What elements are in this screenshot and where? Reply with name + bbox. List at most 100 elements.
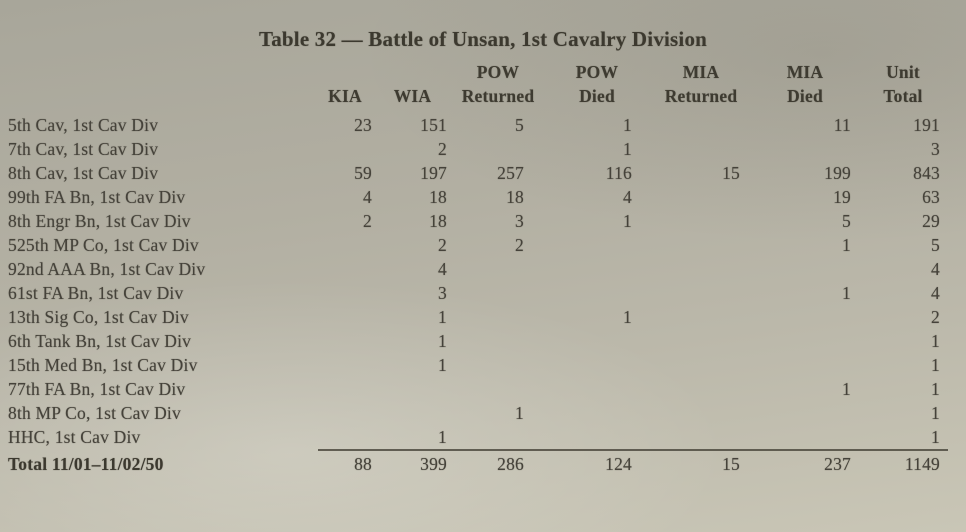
row-label: 8th MP Co, 1st Cav Div (8, 402, 181, 423)
cell-value: 1 (931, 330, 940, 351)
table-row: 15th Med Bn, 1st Cav Div 1 1 (8, 353, 948, 377)
total-cell-value: 1149 (858, 449, 948, 477)
cell-value (318, 257, 378, 281)
cell-value: 2 (438, 138, 447, 159)
cell-value (650, 113, 752, 137)
cell-value: 11 (833, 114, 851, 135)
table-row: 92nd AAA Bn, 1st Cav Div 4 4 (8, 257, 948, 281)
cell-value: 1 (842, 378, 851, 399)
cell-value: 4 (623, 186, 632, 207)
cell-value (544, 329, 650, 353)
cell-value: 843 (913, 162, 940, 183)
cell-value: 116 (605, 162, 632, 183)
cell-value: 23 (354, 114, 372, 135)
cell-value (650, 137, 752, 161)
column-header-pow-returned: POW Returned (461, 62, 535, 106)
cell-value: 1 (931, 402, 940, 423)
cell-value: 18 (429, 186, 447, 207)
table-row: 61st FA Bn, 1st Cav Div 3 1 4 (8, 281, 948, 305)
cell-value (544, 233, 650, 257)
cell-value: 15 (722, 162, 740, 183)
row-label: 8th Cav, 1st Cav Div (8, 162, 159, 183)
cell-value (544, 401, 650, 425)
cell-value: 5 (931, 234, 940, 255)
page-title: Table 32 — Battle of Unsan, 1st Cavalry … (258, 27, 708, 51)
cell-value (452, 425, 544, 450)
cell-value (318, 233, 378, 257)
cell-value (650, 185, 752, 209)
cell-value (752, 257, 858, 281)
table-row: 8th Engr Bn, 1st Cav Div 2 18 3 1 5 29 (8, 209, 948, 233)
cell-value (752, 353, 858, 377)
cell-value: 18 (429, 210, 447, 231)
table-row: 99th FA Bn, 1st Cav Div 4 18 18 4 19 63 (8, 185, 948, 209)
total-cell-value: 88 (318, 449, 378, 477)
total-row-label: Total 11/01–11/02/50 (8, 453, 164, 474)
cell-value: 19 (833, 186, 851, 207)
table-row: 8th Cav, 1st Cav Div 59 197 257 116 15 1… (8, 161, 948, 185)
cell-value: 1 (623, 138, 632, 159)
cell-value: 4 (363, 186, 372, 207)
table-row: 77th FA Bn, 1st Cav Div 1 1 (8, 377, 948, 401)
row-label: 525th MP Co, 1st Cav Div (8, 234, 199, 255)
total-cell-value: 15 (650, 449, 752, 477)
row-label: 7th Cav, 1st Cav Div (8, 138, 159, 159)
table-row: 525th MP Co, 1st Cav Div 2 2 1 5 (8, 233, 948, 257)
cell-value (318, 353, 378, 377)
row-label: 77th FA Bn, 1st Cav Div (8, 378, 186, 399)
cell-value (650, 329, 752, 353)
cell-value (318, 137, 378, 161)
table-row: 5th Cav, 1st Cav Div 23 151 5 1 11 191 (8, 113, 948, 137)
cell-value: 1 (931, 426, 940, 447)
cell-value: 2 (363, 210, 372, 231)
column-header-wia: WIA (393, 85, 432, 106)
table-row: 13th Sig Co, 1st Cav Div 1 1 2 (8, 305, 948, 329)
cell-value: 1 (438, 306, 447, 327)
total-cell-value: 124 (544, 449, 650, 477)
cell-value (544, 353, 650, 377)
table-row: 8th MP Co, 1st Cav Div 1 1 (8, 401, 948, 425)
column-header-mia-died: MIA Died (786, 62, 824, 106)
cell-value (650, 353, 752, 377)
cell-value (752, 425, 858, 450)
cell-value: 1 (438, 426, 447, 447)
cell-value (378, 401, 452, 425)
cell-value: 3 (515, 210, 524, 231)
cell-value: 5 (515, 114, 524, 135)
cell-value: 1 (438, 354, 447, 375)
cell-value (318, 401, 378, 425)
cell-value: 199 (824, 162, 851, 183)
cell-value: 2 (515, 234, 524, 255)
cell-value: 3 (438, 282, 447, 303)
table-total-row: Total 11/01–11/02/50 88 399 286 124 15 2… (8, 449, 948, 477)
cell-value (650, 233, 752, 257)
cell-value (650, 401, 752, 425)
row-label: 8th Engr Bn, 1st Cav Div (8, 210, 191, 231)
row-label: 92nd AAA Bn, 1st Cav Div (8, 258, 206, 279)
cell-value: 18 (506, 186, 524, 207)
header-row: KIA WIA POW Returned POW Died MIA Return… (8, 61, 948, 113)
cell-value: 2 (438, 234, 447, 255)
column-header-pow-died: POW Died (575, 62, 619, 106)
cell-value (544, 281, 650, 305)
cell-value (318, 305, 378, 329)
cell-value (650, 281, 752, 305)
row-label: 6th Tank Bn, 1st Cav Div (8, 330, 192, 351)
cell-value (318, 329, 378, 353)
cell-value: 1 (623, 306, 632, 327)
row-label: 5th Cav, 1st Cav Div (8, 114, 159, 135)
total-cell-value: 237 (752, 449, 858, 477)
cell-value (452, 305, 544, 329)
total-cell-value: 399 (378, 449, 452, 477)
cell-value: 59 (354, 162, 372, 183)
cell-value: 4 (438, 258, 447, 279)
cell-value (452, 377, 544, 401)
cell-value (752, 401, 858, 425)
cell-value (752, 305, 858, 329)
cell-value: 257 (497, 162, 524, 183)
row-label: 15th Med Bn, 1st Cav Div (8, 354, 198, 375)
cell-value (650, 257, 752, 281)
cell-value (544, 377, 650, 401)
cell-value: 4 (931, 282, 940, 303)
